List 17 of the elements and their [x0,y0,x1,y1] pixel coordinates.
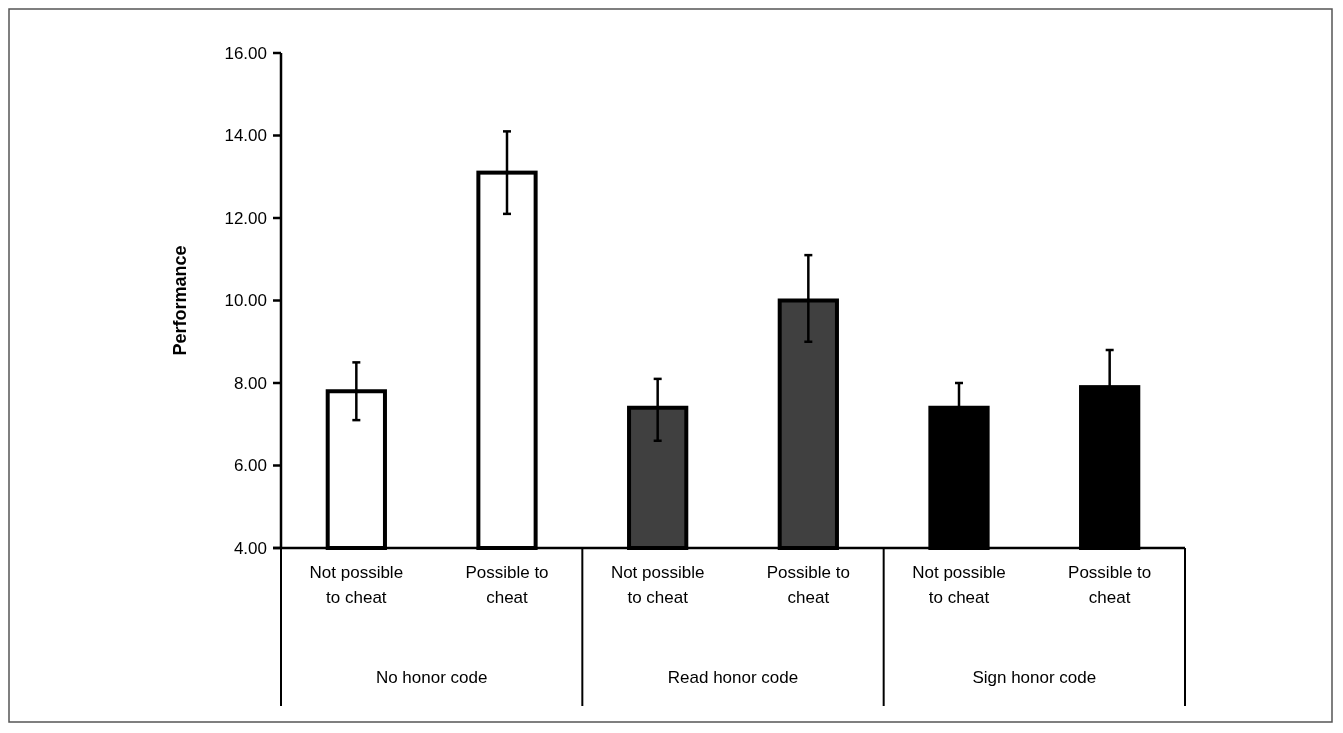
text: Sign honor code [972,668,1097,687]
x-tick-label: Not possible to cheat [309,563,404,607]
y-tick-label: 14.00 [224,126,267,146]
x-tick-label: Not possible to cheat [610,563,705,607]
y-tick-label: 16.00 [224,43,267,63]
x-tick-label: Not possible to cheat [912,563,1006,607]
x-tick-label: Possible to cheat [465,563,549,607]
x-tick-label: Possible to cheat [766,563,850,607]
y-axis-title: Performance [170,245,190,356]
text: Read honor code [667,668,799,687]
y-tick-label: 4.00 [233,538,267,558]
y-tick-label: 12.00 [224,208,267,228]
y-tick-label: 8.00 [233,373,267,393]
y-tick-label: 10.00 [224,291,267,311]
y-tick-label: 6.00 [233,456,267,476]
x-tick-label: Possible to cheat [1068,563,1152,607]
text: No honor code [375,668,488,687]
